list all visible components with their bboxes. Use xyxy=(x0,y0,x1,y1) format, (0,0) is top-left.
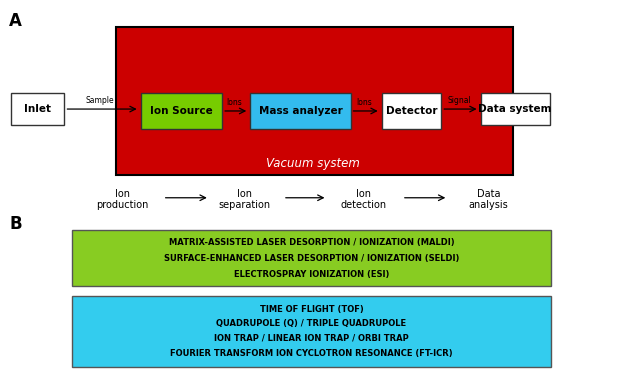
FancyBboxPatch shape xyxy=(11,93,64,125)
Text: Inlet: Inlet xyxy=(24,104,51,114)
FancyBboxPatch shape xyxy=(116,27,513,175)
Text: ION TRAP / LINEAR ION TRAP / ORBI TRAP: ION TRAP / LINEAR ION TRAP / ORBI TRAP xyxy=(214,334,409,343)
FancyBboxPatch shape xyxy=(72,230,551,286)
Text: Ion
separation: Ion separation xyxy=(218,189,270,210)
Text: Data system: Data system xyxy=(478,104,552,114)
FancyBboxPatch shape xyxy=(250,93,351,129)
Text: Ion
production: Ion production xyxy=(96,189,148,210)
FancyBboxPatch shape xyxy=(382,93,441,129)
Text: B: B xyxy=(9,215,22,233)
Text: ELECTROSPRAY IONIZATION (ESI): ELECTROSPRAY IONIZATION (ESI) xyxy=(233,270,389,279)
Text: Data
analysis: Data analysis xyxy=(468,189,508,210)
Text: Detector: Detector xyxy=(386,106,438,116)
Text: TIME OF FLIGHT (TOF): TIME OF FLIGHT (TOF) xyxy=(260,305,363,314)
Text: MATRIX-ASSISTED LASER DESORPTION / IONIZATION (MALDI): MATRIX-ASSISTED LASER DESORPTION / IONIZ… xyxy=(168,238,454,247)
FancyBboxPatch shape xyxy=(72,296,551,367)
Text: Ions: Ions xyxy=(226,98,242,107)
FancyBboxPatch shape xyxy=(141,93,222,129)
Text: FOURIER TRANSFORM ION CYCLOTRON RESONANCE (FT-ICR): FOURIER TRANSFORM ION CYCLOTRON RESONANC… xyxy=(170,349,453,358)
Text: Ions: Ions xyxy=(356,98,372,107)
Text: SURFACE-ENHANCED LASER DESORPTION / IONIZATION (SELDI): SURFACE-ENHANCED LASER DESORPTION / IONI… xyxy=(164,254,459,263)
Text: Ion
detection: Ion detection xyxy=(340,189,386,210)
Text: Signal: Signal xyxy=(448,96,471,105)
Text: Mass analyzer: Mass analyzer xyxy=(259,106,342,116)
Text: A: A xyxy=(9,12,23,30)
Text: Vacuum system: Vacuum system xyxy=(266,157,360,170)
Text: Sample: Sample xyxy=(86,96,115,105)
FancyBboxPatch shape xyxy=(481,93,550,125)
Text: QUADRUPOLE (Q) / TRIPLE QUADRUPOLE: QUADRUPOLE (Q) / TRIPLE QUADRUPOLE xyxy=(217,319,406,328)
Text: Ion Source: Ion Source xyxy=(150,106,213,116)
